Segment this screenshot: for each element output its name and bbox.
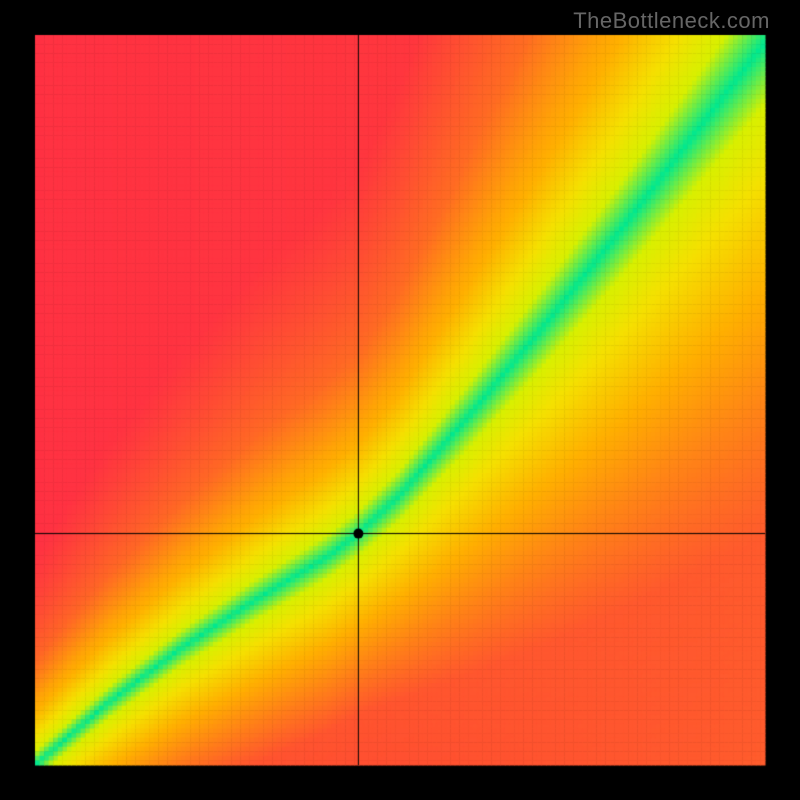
- heatmap-canvas: [0, 0, 800, 800]
- watermark-text: TheBottleneck.com: [573, 8, 770, 34]
- chart-container: TheBottleneck.com: [0, 0, 800, 800]
